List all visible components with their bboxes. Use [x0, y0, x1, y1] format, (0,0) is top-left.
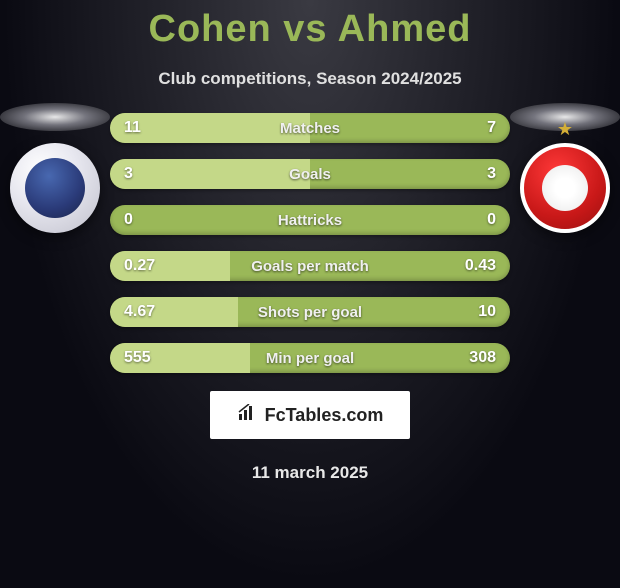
- stat-label: Min per goal: [266, 350, 354, 367]
- stat-left-value: 3: [124, 165, 164, 183]
- club-crest-left-icon: [10, 143, 100, 233]
- stat-left-value: 11: [124, 119, 164, 137]
- club-crest-right-icon: [520, 143, 610, 233]
- stat-row-goals-per-match: 0.27 Goals per match 0.43: [110, 251, 510, 281]
- date-text: 11 march 2025: [0, 463, 620, 483]
- comparison-container: 11 Matches 7 3 Goals 3 0 Hattricks 0 0.2…: [0, 113, 620, 373]
- stat-left-value: 4.67: [124, 303, 164, 321]
- stat-row-hattricks: 0 Hattricks 0: [110, 205, 510, 235]
- stat-label: Hattricks: [278, 212, 342, 229]
- stat-right-value: 308: [456, 349, 496, 367]
- page-title: Cohen vs Ahmed: [0, 8, 620, 51]
- stat-left-value: 0: [124, 211, 164, 229]
- stat-label: Goals: [289, 166, 331, 183]
- branding-label: FcTables.com: [265, 405, 384, 426]
- left-team-area: [0, 103, 110, 233]
- right-team-area: [510, 103, 620, 233]
- chart-icon: [237, 404, 259, 427]
- stat-right-value: 3: [456, 165, 496, 183]
- branding-badge: FcTables.com: [210, 391, 410, 439]
- stat-label: Shots per goal: [258, 304, 362, 321]
- stat-right-value: 0: [456, 211, 496, 229]
- stat-rows: 11 Matches 7 3 Goals 3 0 Hattricks 0 0.2…: [110, 113, 510, 373]
- stat-label: Goals per match: [251, 258, 369, 275]
- stat-row-min-per-goal: 555 Min per goal 308: [110, 343, 510, 373]
- shadow-ring-icon: [0, 103, 110, 131]
- stat-row-matches: 11 Matches 7: [110, 113, 510, 143]
- stat-row-goals: 3 Goals 3: [110, 159, 510, 189]
- season-subtitle: Club competitions, Season 2024/2025: [0, 69, 620, 89]
- stat-right-value: 10: [456, 303, 496, 321]
- stat-right-value: 7: [456, 119, 496, 137]
- stat-label: Matches: [280, 120, 340, 137]
- stat-left-value: 555: [124, 349, 164, 367]
- stat-row-shots-per-goal: 4.67 Shots per goal 10: [110, 297, 510, 327]
- stat-left-value: 0.27: [124, 257, 164, 275]
- stat-right-value: 0.43: [456, 257, 496, 275]
